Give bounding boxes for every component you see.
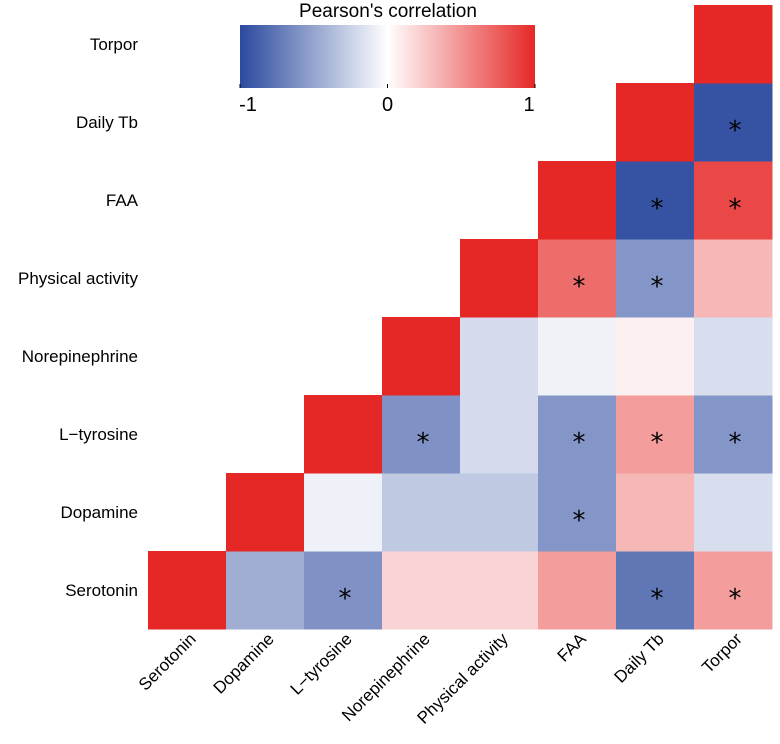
heatmap-cell-serotonin-serotonin bbox=[148, 551, 227, 630]
row-label-faa: FAA bbox=[106, 191, 139, 210]
significance-star: * bbox=[651, 428, 664, 458]
heatmap-cell-dopamine-torpor bbox=[694, 473, 773, 552]
significance-markers: * * * * * * * * * * * * * bbox=[339, 116, 742, 614]
row-label-dopamine: Dopamine bbox=[61, 503, 139, 522]
heatmap-cell-serotonin-daily-tb bbox=[616, 551, 695, 630]
heatmap-cell-daily-tb-daily-tb bbox=[616, 83, 695, 162]
row-label-l-tyrosine: L−tyrosine bbox=[59, 425, 138, 444]
heatmap-cell-norepinephrine-daily-tb bbox=[616, 317, 695, 396]
significance-star: * bbox=[339, 584, 352, 614]
heatmap-cell-torpor-torpor bbox=[694, 5, 773, 84]
heatmap-cell-norepinephrine-faa bbox=[538, 317, 617, 396]
heatmap-cell-norepinephrine-torpor bbox=[694, 317, 773, 396]
heatmap-cells bbox=[148, 5, 773, 630]
column-label-dopamine: Dopamine bbox=[210, 629, 278, 697]
heatmap-cell-l-tyrosine-faa bbox=[538, 395, 617, 474]
legend-title: Pearson's correlation bbox=[299, 1, 477, 22]
column-label-serotonin: Serotonin bbox=[135, 629, 200, 694]
heatmap-cell-l-tyrosine-torpor bbox=[694, 395, 773, 474]
heatmap-cell-physical-activity-faa bbox=[538, 239, 617, 318]
heatmap-cell-physical-activity-daily-tb bbox=[616, 239, 695, 318]
legend-colorbar bbox=[240, 25, 535, 88]
significance-star: * bbox=[573, 428, 586, 458]
column-label-faa: FAA bbox=[554, 629, 591, 666]
color-legend: Pearson's correlation -1 0 1 bbox=[239, 1, 536, 116]
heatmap-cell-faa-torpor bbox=[694, 161, 773, 240]
legend-tick-label: 0 bbox=[382, 94, 393, 116]
heatmap-cell-l-tyrosine-norepinephrine bbox=[382, 395, 461, 474]
heatmap-cell-serotonin-l-tyrosine bbox=[304, 551, 383, 630]
heatmap-cell-serotonin-faa bbox=[538, 551, 617, 630]
heatmap-cell-physical-activity-physical-activity bbox=[460, 239, 539, 318]
legend-tick-label: -1 bbox=[239, 94, 257, 116]
heatmap-cell-faa-faa bbox=[538, 161, 617, 240]
heatmap-cell-dopamine-dopamine bbox=[226, 473, 305, 552]
significance-star: * bbox=[651, 584, 664, 614]
row-labels: Serotonin Dopamine L−tyrosine Norepinephrin… bbox=[18, 35, 139, 600]
column-label-l-tyrosine: L−tyrosine bbox=[287, 629, 356, 698]
significance-star: * bbox=[651, 194, 664, 224]
significance-star: * bbox=[729, 116, 742, 146]
significance-star: * bbox=[729, 428, 742, 458]
heatmap-cell-serotonin-dopamine bbox=[226, 551, 305, 630]
heatmap-cell-serotonin-physical-activity bbox=[460, 551, 539, 630]
row-label-physical-activity: Physical activity bbox=[18, 269, 138, 288]
heatmap-cell-dopamine-norepinephrine bbox=[382, 473, 461, 552]
heatmap-cell-physical-activity-torpor bbox=[694, 239, 773, 318]
significance-star: * bbox=[729, 584, 742, 614]
significance-star: * bbox=[729, 194, 742, 224]
significance-star: * bbox=[573, 506, 586, 536]
row-label-daily-tb: Daily Tb bbox=[76, 113, 138, 132]
legend-ticks: -1 0 1 bbox=[239, 84, 536, 116]
row-label-serotonin: Serotonin bbox=[65, 581, 138, 600]
heatmap-cell-l-tyrosine-physical-activity bbox=[460, 395, 539, 474]
heatmap-cell-l-tyrosine-daily-tb bbox=[616, 395, 695, 474]
significance-star: * bbox=[651, 272, 664, 302]
heatmap-cell-serotonin-norepinephrine bbox=[382, 551, 461, 630]
column-label-daily-tb: Daily Tb bbox=[611, 629, 668, 686]
heatmap-cell-serotonin-torpor bbox=[694, 551, 773, 630]
heatmap-cell-norepinephrine-norepinephrine bbox=[382, 317, 461, 396]
heatmap-cell-norepinephrine-physical-activity bbox=[460, 317, 539, 396]
column-labels: Serotonin Dopamine L−tyrosineNorepinephrin… bbox=[135, 629, 746, 728]
row-label-norepinephrine: Norepinephrine bbox=[22, 347, 138, 366]
heatmap-cell-dopamine-daily-tb bbox=[616, 473, 695, 552]
significance-star: * bbox=[573, 272, 586, 302]
heatmap-cell-daily-tb-torpor bbox=[694, 83, 773, 162]
heatmap-cell-l-tyrosine-l-tyrosine bbox=[304, 395, 383, 474]
row-label-torpor: Torpor bbox=[90, 35, 139, 54]
heatmap-cell-faa-daily-tb bbox=[616, 161, 695, 240]
significance-star: * bbox=[417, 428, 430, 458]
legend-tick-label: 1 bbox=[523, 94, 534, 116]
column-label-torpor: Torpor bbox=[698, 629, 746, 677]
heatmap-cell-dopamine-physical-activity bbox=[460, 473, 539, 552]
heatmap-cell-dopamine-l-tyrosine bbox=[304, 473, 383, 552]
heatmap-cell-dopamine-faa bbox=[538, 473, 617, 552]
